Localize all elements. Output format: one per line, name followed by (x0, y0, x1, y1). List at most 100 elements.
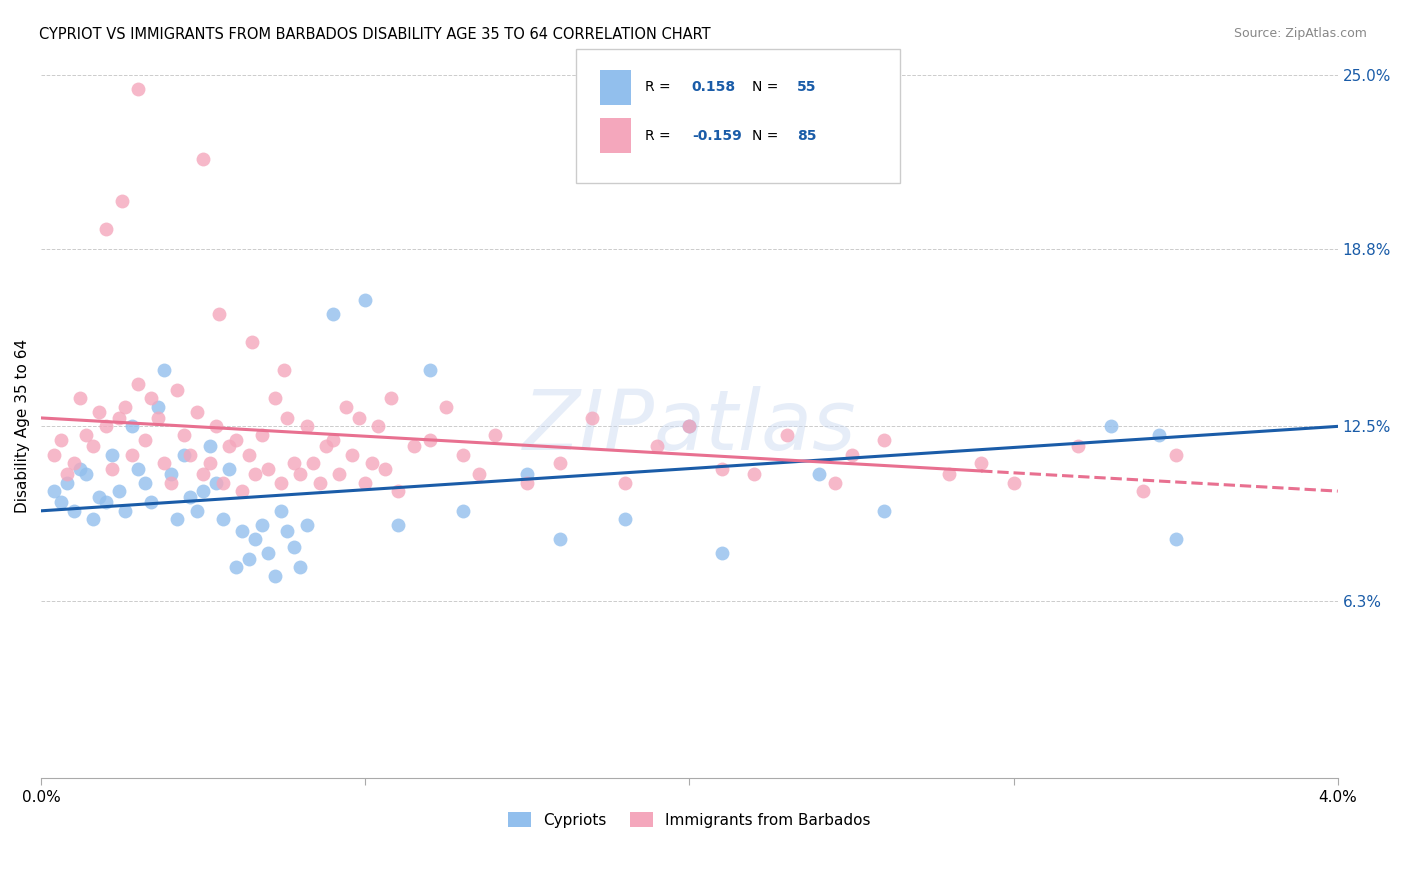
Point (101, 461, 124, 475)
Point (211, 475, 233, 490)
Point (82, 512, 104, 526)
Point (1132, 484, 1154, 499)
Point (42, 484, 65, 499)
Point (824, 475, 846, 490)
Point (938, 467, 960, 482)
Point (387, 517, 409, 532)
Point (231, 484, 253, 499)
Point (186, 504, 208, 518)
Point (240, 334, 263, 349)
Point (111, 194, 134, 209)
Point (134, 475, 156, 490)
Point (198, 439, 221, 453)
Point (1067, 439, 1090, 453)
Point (179, 490, 201, 504)
Point (121, 448, 143, 462)
Point (970, 456, 993, 470)
Point (141, 391, 163, 405)
Point (1002, 475, 1025, 490)
Point (328, 467, 350, 482)
Point (548, 532, 571, 546)
Text: R =: R = (645, 128, 675, 143)
Point (374, 461, 396, 475)
Legend: Cypriots, Immigrants from Barbados: Cypriots, Immigrants from Barbados (502, 805, 876, 834)
Text: ZIPatlas: ZIPatlas (523, 386, 856, 467)
Point (114, 504, 136, 518)
Point (402, 439, 425, 453)
Point (193, 484, 215, 499)
Point (153, 456, 176, 470)
Point (548, 456, 571, 470)
Point (873, 434, 896, 448)
Point (380, 391, 402, 405)
Point (211, 512, 233, 526)
Point (208, 307, 231, 321)
Text: N =: N = (752, 80, 783, 95)
Point (451, 504, 474, 518)
Point (678, 419, 700, 434)
Point (273, 363, 295, 377)
Point (94, 495, 117, 509)
Point (367, 419, 389, 434)
Point (283, 541, 305, 555)
Point (94, 419, 117, 434)
Point (243, 532, 266, 546)
Point (295, 419, 318, 434)
Point (322, 434, 344, 448)
Point (218, 461, 240, 475)
Text: -0.159: -0.159 (692, 128, 741, 143)
Point (276, 524, 298, 538)
Point (231, 524, 253, 538)
Point (742, 467, 765, 482)
Point (1099, 419, 1122, 434)
Point (146, 411, 169, 425)
Point (56, 475, 79, 490)
Point (283, 456, 305, 470)
Point (179, 448, 201, 462)
Point (290, 467, 312, 482)
Point (776, 427, 799, 442)
Point (173, 427, 195, 442)
Point (56, 467, 79, 482)
Point (841, 448, 863, 462)
Point (153, 363, 176, 377)
Point (263, 568, 285, 582)
Point (250, 427, 273, 442)
Point (238, 551, 260, 566)
Point (62, 456, 84, 470)
Point (347, 411, 370, 425)
Point (69, 461, 91, 475)
Point (186, 405, 208, 419)
Point (1164, 448, 1187, 462)
Point (309, 475, 332, 490)
Point (295, 517, 318, 532)
Point (134, 434, 156, 448)
Point (82, 439, 104, 453)
Point (42, 448, 65, 462)
Point (127, 377, 149, 392)
Point (114, 400, 136, 414)
Point (342, 448, 364, 462)
Point (263, 391, 285, 405)
Text: 55: 55 (797, 80, 817, 95)
Point (225, 560, 247, 574)
Point (613, 475, 636, 490)
Point (581, 411, 603, 425)
Point (613, 512, 636, 526)
Point (354, 475, 377, 490)
Text: 0.158: 0.158 (692, 80, 735, 95)
Point (159, 475, 181, 490)
Point (270, 475, 292, 490)
Point (322, 307, 344, 321)
Point (276, 411, 298, 425)
Point (198, 456, 221, 470)
Point (146, 400, 169, 414)
Point (250, 517, 273, 532)
Point (257, 546, 280, 560)
Point (467, 467, 489, 482)
Point (1164, 532, 1187, 546)
Point (108, 484, 131, 499)
Point (101, 448, 124, 462)
Point (419, 434, 441, 448)
Point (238, 448, 260, 462)
